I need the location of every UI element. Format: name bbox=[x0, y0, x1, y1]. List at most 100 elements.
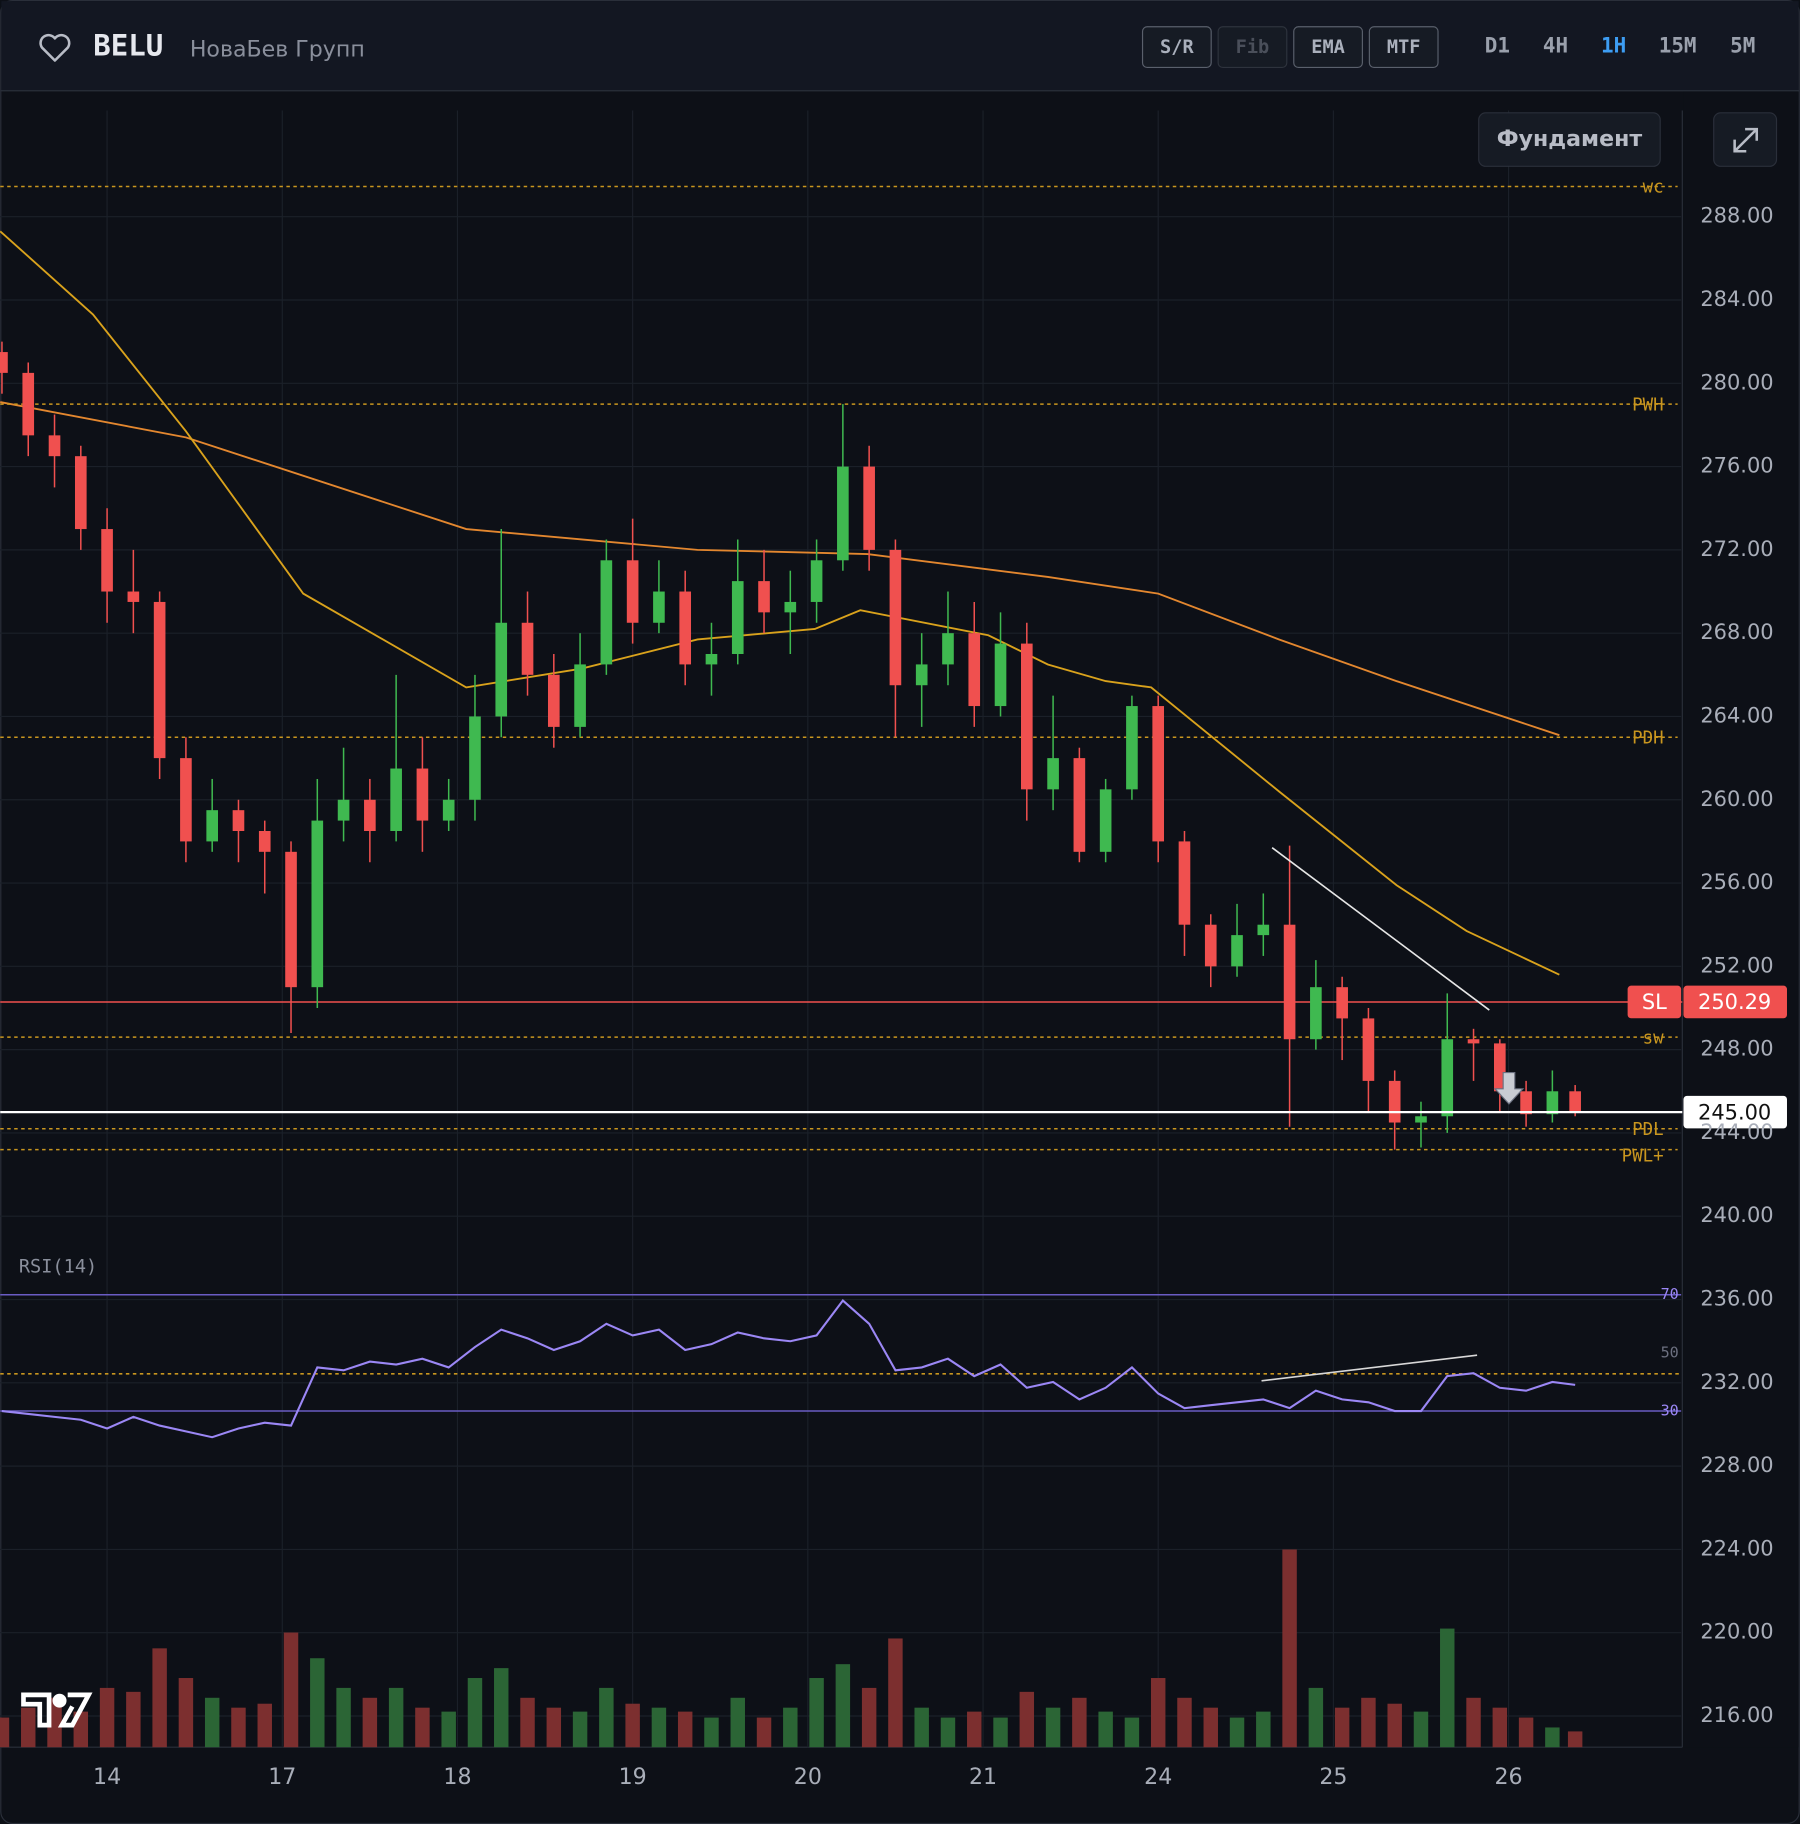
candle-body bbox=[1152, 706, 1165, 842]
volume-bar bbox=[99, 1687, 115, 1748]
rsi-panel: RSI(14) 70 50 30 bbox=[0, 1256, 1682, 1439]
volume-bar bbox=[1072, 1697, 1087, 1748]
candle-body bbox=[1467, 1039, 1480, 1044]
favorite-icon[interactable] bbox=[39, 33, 71, 62]
volume-bar bbox=[1387, 1703, 1402, 1748]
volume-bar bbox=[257, 1703, 272, 1748]
timeframe[interactable]: 1H bbox=[1601, 34, 1626, 58]
candle-body bbox=[731, 581, 744, 654]
candle-body bbox=[390, 768, 402, 831]
candle-body bbox=[1099, 789, 1112, 852]
volume-bar bbox=[1203, 1707, 1218, 1748]
x-tick-label: 26 bbox=[1495, 1764, 1523, 1790]
timeframe[interactable]: 4H bbox=[1543, 34, 1568, 58]
trendline bbox=[1271, 847, 1490, 1011]
tool-label[interactable]: MTF bbox=[1387, 37, 1421, 58]
x-tick-label: 24 bbox=[1144, 1764, 1172, 1790]
x-tick-label: 17 bbox=[268, 1764, 296, 1790]
volume-bar bbox=[441, 1711, 456, 1748]
x-tick-label: 18 bbox=[443, 1764, 471, 1790]
y-tick-label: 252.00 bbox=[1700, 953, 1773, 977]
rsi-level-label: 70 bbox=[1661, 1285, 1679, 1303]
y-tick-label: 244.00 bbox=[1700, 1120, 1773, 1144]
candle-body bbox=[679, 591, 692, 665]
header bbox=[1, 1, 1799, 91]
volume-bar bbox=[888, 1638, 903, 1748]
candle-body bbox=[258, 830, 271, 852]
candle-body bbox=[442, 799, 455, 821]
y-tick-label: 280.00 bbox=[1700, 370, 1773, 394]
tool-label[interactable]: EMA bbox=[1311, 37, 1345, 58]
volume-bar bbox=[336, 1687, 351, 1748]
candle-body bbox=[653, 591, 665, 623]
candle-body bbox=[1047, 758, 1059, 790]
volume-bar bbox=[1019, 1691, 1035, 1748]
logo-part bbox=[57, 1692, 93, 1728]
y-tick-label: 236.00 bbox=[1700, 1287, 1773, 1311]
tool-button[interactable] bbox=[1368, 26, 1439, 69]
candle-body bbox=[495, 622, 508, 717]
volume-bar bbox=[651, 1707, 667, 1748]
volume-bar bbox=[967, 1711, 982, 1748]
tool-button[interactable] bbox=[1141, 26, 1212, 69]
volume-bar bbox=[1518, 1717, 1534, 1748]
candle-body bbox=[232, 810, 245, 831]
y-tick-label: 272.00 bbox=[1700, 537, 1773, 561]
candle-body bbox=[337, 799, 350, 821]
volume-bar bbox=[1256, 1711, 1271, 1748]
candle-body bbox=[48, 435, 61, 457]
y-tick-label: 276.00 bbox=[1700, 454, 1773, 478]
candle-body bbox=[1178, 841, 1191, 925]
timeframe[interactable]: 5M bbox=[1730, 34, 1755, 58]
volume-bar bbox=[1440, 1628, 1455, 1748]
volume-bar bbox=[1334, 1707, 1350, 1748]
price-tag bbox=[1683, 1095, 1787, 1129]
candle-body bbox=[1520, 1091, 1532, 1115]
tool-label[interactable]: Fib bbox=[1236, 37, 1270, 58]
volume-bar bbox=[625, 1703, 640, 1748]
candle-body bbox=[1020, 643, 1033, 790]
timeframe[interactable]: D1 bbox=[1485, 34, 1510, 58]
candle-body bbox=[1310, 987, 1322, 1040]
level-label: wc bbox=[1643, 178, 1664, 198]
volume-bar bbox=[599, 1687, 614, 1748]
y-tick-label: 284.00 bbox=[1700, 287, 1773, 311]
volume-bar bbox=[704, 1717, 719, 1748]
expand-icon[interactable] bbox=[1733, 127, 1759, 153]
overlays: 245.00 SL 250.29 bbox=[0, 847, 1787, 1129]
y-tick-label: 228.00 bbox=[1700, 1453, 1773, 1477]
level-label: PWH bbox=[1632, 395, 1664, 415]
volume-bar bbox=[730, 1697, 745, 1748]
volume-bar bbox=[310, 1658, 325, 1748]
volume-bar bbox=[0, 1717, 10, 1748]
volume-bar bbox=[940, 1717, 956, 1748]
candles bbox=[0, 341, 1581, 1150]
volume-bar bbox=[835, 1664, 851, 1748]
tool-label[interactable]: S/R bbox=[1160, 37, 1194, 58]
volume-bar bbox=[1567, 1731, 1583, 1748]
volume-bar bbox=[1466, 1697, 1481, 1748]
tool-button[interactable] bbox=[1217, 26, 1288, 69]
level-label: sw bbox=[1643, 1028, 1664, 1048]
fundamentals-label[interactable]: Фундамент bbox=[1497, 126, 1643, 152]
volume-bar bbox=[520, 1697, 535, 1748]
timeframe[interactable]: 15M bbox=[1659, 34, 1697, 58]
y-tick-label: 224.00 bbox=[1700, 1536, 1773, 1560]
candle-body bbox=[942, 633, 954, 665]
volume-bar bbox=[204, 1697, 220, 1748]
candle-body bbox=[285, 851, 297, 988]
volume-bar bbox=[1098, 1711, 1113, 1748]
candle-body bbox=[521, 622, 534, 675]
y-tick-label: 240.00 bbox=[1700, 1203, 1773, 1227]
fundamentals-button[interactable] bbox=[1478, 112, 1661, 167]
rsi-line bbox=[1, 1298, 1576, 1439]
tool-button[interactable] bbox=[1293, 26, 1363, 69]
volume-bar bbox=[783, 1707, 798, 1748]
y-tick-label: 248.00 bbox=[1700, 1037, 1773, 1061]
volume-bar bbox=[1361, 1697, 1376, 1748]
candle-body bbox=[153, 601, 166, 759]
